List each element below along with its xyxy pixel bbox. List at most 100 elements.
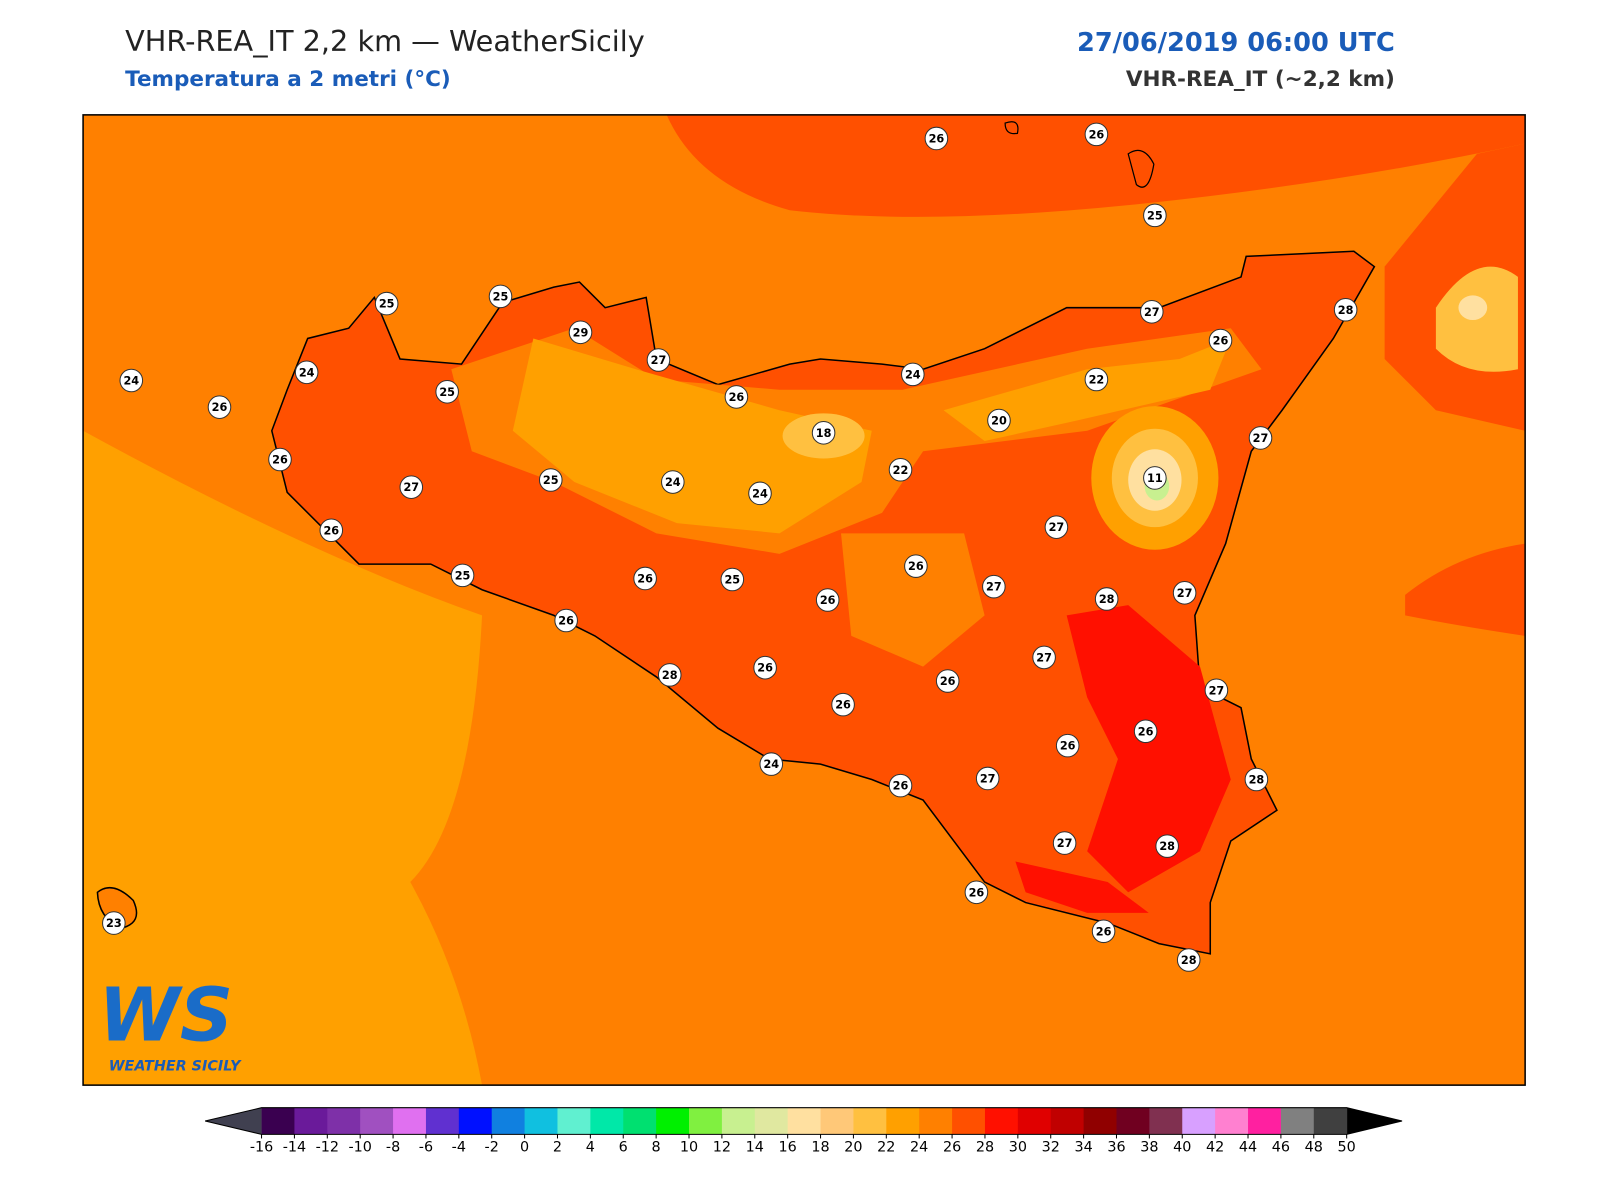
colorbar-segment <box>1116 1107 1150 1135</box>
colorbar-segment <box>623 1107 657 1135</box>
station: 25 <box>435 380 459 404</box>
colorbar-segment <box>261 1107 295 1135</box>
station: 26 <box>1208 328 1233 353</box>
station-value: 26 <box>969 886 985 899</box>
station-marker <box>888 773 913 798</box>
station-marker <box>987 408 1011 433</box>
colorbar-tick-label: 36 <box>1107 1140 1125 1156</box>
station: 24 <box>661 470 685 494</box>
station-marker <box>982 574 1006 599</box>
station: 26 <box>753 655 777 680</box>
colorbar-tick-label: 8 <box>652 1140 661 1156</box>
station-value: 26 <box>637 572 653 585</box>
station-marker <box>1204 678 1229 703</box>
station-value: 26 <box>1138 725 1154 738</box>
colorbar-segment <box>425 1107 460 1135</box>
station-value: 28 <box>662 669 678 682</box>
colorbar-segment <box>853 1107 887 1135</box>
station-marker <box>1208 328 1233 353</box>
station: 25 <box>720 567 745 592</box>
station-value: 24 <box>665 476 681 489</box>
colorbar-segment <box>327 1107 361 1135</box>
station: 24 <box>748 481 772 506</box>
aeolian <box>1127 149 1155 188</box>
station: 24 <box>294 360 319 385</box>
station-marker <box>901 362 925 387</box>
colorbar-tick-label: -10 <box>348 1140 371 1156</box>
station-marker <box>748 481 772 506</box>
station-value: 26 <box>940 675 956 688</box>
colorbar-tick-label: 26 <box>943 1140 961 1156</box>
station-marker <box>1091 919 1116 944</box>
stations: 26 26 25 25 25 29 27 24 24 26 25 26 24 27 26 28 22 20 18 27… <box>102 122 1358 972</box>
colorbar-tick-label: 44 <box>1239 1140 1257 1156</box>
station-marker <box>435 380 459 404</box>
station-marker <box>924 126 949 151</box>
station-value: 26 <box>835 699 851 712</box>
station-value: 25 <box>543 474 559 487</box>
station: 27 <box>975 766 1000 791</box>
station: 26 <box>964 880 989 905</box>
station: 26 <box>815 588 840 612</box>
colorbar-segment <box>886 1107 920 1135</box>
station: 26 <box>633 566 657 591</box>
colorbar-tick-label: 34 <box>1074 1140 1092 1156</box>
central-mild <box>841 533 985 667</box>
colorbar-segment <box>1313 1107 1348 1135</box>
station-marker <box>554 608 578 633</box>
station-value: 25 <box>1147 209 1163 222</box>
station: 27 <box>1044 515 1069 539</box>
station: 28 <box>1176 948 1201 972</box>
nebrodi-cool <box>943 338 1231 442</box>
station: 26 <box>831 692 855 717</box>
colorbar-segment <box>360 1107 394 1135</box>
station-value: 24 <box>905 368 921 381</box>
colorbar-segment <box>557 1107 591 1135</box>
station-value: 27 <box>1057 837 1073 850</box>
station-marker <box>294 360 319 385</box>
station-value: 27 <box>1036 651 1052 664</box>
station-value: 25 <box>724 574 740 587</box>
colorbar-tick-label: 2 <box>553 1140 562 1156</box>
station: 26 <box>935 669 960 693</box>
station-value: 25 <box>455 569 471 582</box>
colorbar-segment <box>294 1107 328 1135</box>
colorbar-tick-label: 0 <box>520 1140 529 1156</box>
colorbar-tick-label: -12 <box>316 1140 339 1156</box>
station-marker <box>319 518 344 543</box>
colorbar-segment <box>1280 1107 1315 1135</box>
station: 25 <box>450 563 475 588</box>
station: 27 <box>1139 300 1164 324</box>
station: 27 <box>1204 678 1229 703</box>
colorbar-segment <box>919 1107 953 1135</box>
station-marker <box>888 457 913 482</box>
colorbar-tick-label: 22 <box>877 1140 895 1156</box>
station-value: 20 <box>991 415 1007 428</box>
colorbar: -16 -14 -12 -10 -8 -6 -4 -2 0 2 4 6 8 10 12 14 16 18 20 22 2… <box>205 1107 1403 1156</box>
station-value: 26 <box>212 401 228 414</box>
station-marker <box>633 566 657 591</box>
station-marker <box>831 692 855 717</box>
station-marker <box>964 880 989 905</box>
colorbar-tick-label: -2 <box>485 1140 499 1156</box>
colorbar-tick-label: 46 <box>1272 1140 1290 1156</box>
station-value: 28 <box>1159 840 1175 853</box>
station-marker <box>1143 466 1167 490</box>
logo: WS WEATHER SICILY <box>98 973 242 1075</box>
station: 28 <box>1094 587 1119 611</box>
stromboli <box>1004 121 1019 135</box>
station-marker <box>207 395 232 419</box>
station-marker <box>904 554 928 578</box>
station-value: 27 <box>1253 432 1269 445</box>
colorbar-under <box>205 1107 262 1135</box>
colorbar-segment <box>1149 1107 1183 1135</box>
map: 26 26 25 25 25 29 27 24 24 26 25 26 24 27 26 28 22 20 18 27… <box>82 114 1526 1086</box>
station-value: 23 <box>106 917 122 930</box>
station-marker <box>1133 719 1158 744</box>
station-value: 11 <box>1147 472 1163 485</box>
station-value: 27 <box>980 772 996 785</box>
colorbar-tick-label: 10 <box>680 1140 698 1156</box>
station: 24 <box>119 368 144 393</box>
station: 26 <box>724 385 749 409</box>
station: 26 <box>268 447 292 472</box>
